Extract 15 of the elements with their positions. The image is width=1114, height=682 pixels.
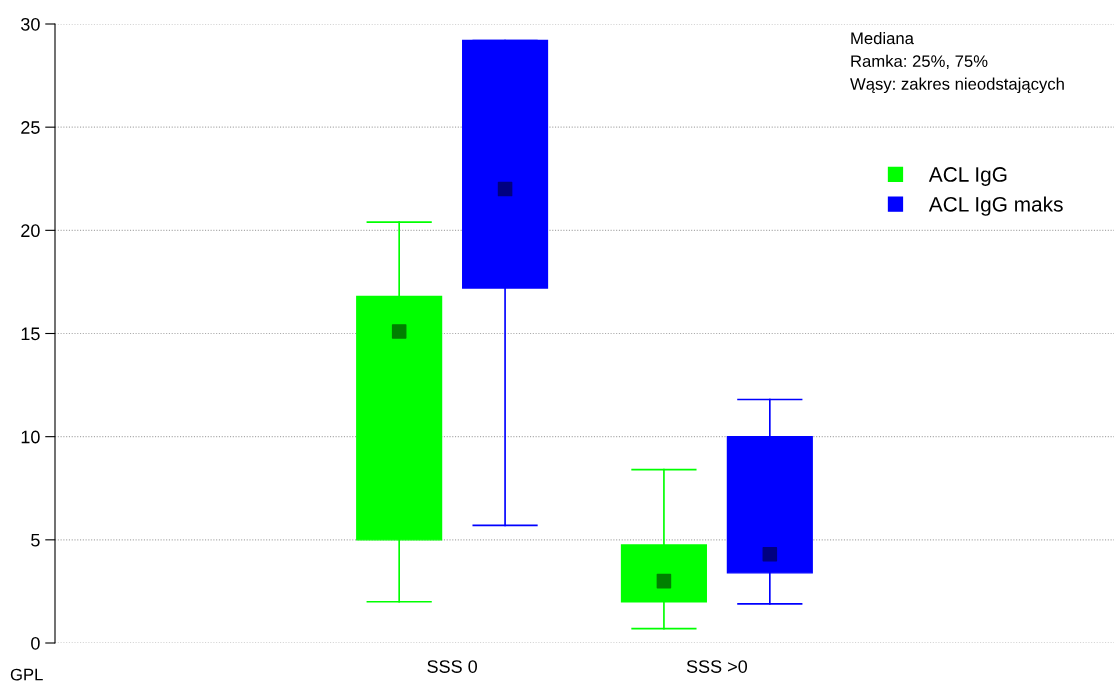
annotation: Ramka: 25%, 75%	[851, 54, 988, 69]
y-tick-label: 10	[21, 430, 40, 444]
y-tick-label: 25	[21, 121, 40, 134]
annotation: Mediana	[851, 32, 914, 45]
y-tick-label: 0	[31, 636, 40, 650]
y-tick-label: 20	[21, 224, 40, 238]
y-axis-title: GPL	[10, 668, 43, 681]
y-tick-label: 30	[21, 17, 40, 31]
legend-label: ACL IgG	[928, 167, 1007, 186]
y-tick-label: 15	[21, 327, 40, 341]
legend-label: ACL IgG maks	[928, 196, 1063, 216]
annotation: Wąsy: zakres nieodstających	[850, 77, 1064, 94]
x-tick-label: SSS >0	[686, 660, 748, 673]
x-tick-label: SSS 0	[427, 660, 478, 673]
y-tick-label: 5	[31, 533, 40, 547]
